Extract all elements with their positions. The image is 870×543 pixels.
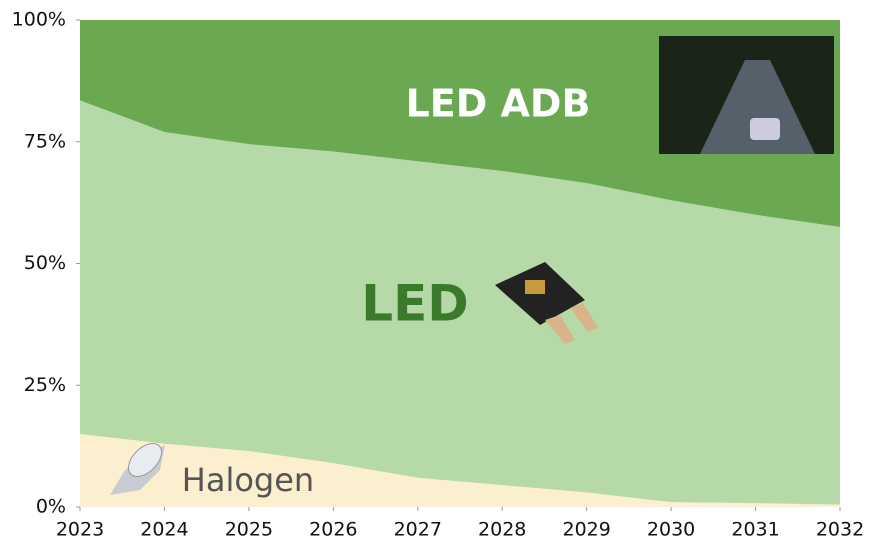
series-label: LED	[361, 275, 469, 333]
y-tick-label: 100%	[12, 9, 66, 31]
x-tick-label: 2032	[816, 519, 864, 541]
area	[80, 100, 840, 505]
y-tick-label: 0%	[36, 496, 66, 518]
halogen-bulb	[110, 443, 165, 495]
x-tick-label: 2030	[647, 519, 695, 541]
area	[80, 20, 840, 227]
x-tick-label: 2031	[731, 519, 779, 541]
icons	[110, 36, 834, 495]
x-tick-label: 2027	[394, 519, 442, 541]
x-tick-label: 2026	[309, 519, 357, 541]
y-tick-label: 50%	[24, 252, 66, 274]
x-tick-label: 2028	[478, 519, 526, 541]
car	[750, 118, 780, 140]
x-tick-label: 2029	[562, 519, 610, 541]
series-label: Halogen	[182, 461, 314, 499]
led-module	[495, 262, 598, 344]
x-tick-label: 2023	[56, 519, 104, 541]
y-tick-label: 75%	[24, 130, 66, 152]
y-tick-label: 25%	[24, 374, 66, 396]
series-label: LED ADB	[406, 82, 591, 126]
x-tick-label: 2025	[225, 519, 273, 541]
area	[80, 433, 840, 507]
road	[700, 60, 815, 154]
x-tick-label: 2024	[140, 519, 188, 541]
